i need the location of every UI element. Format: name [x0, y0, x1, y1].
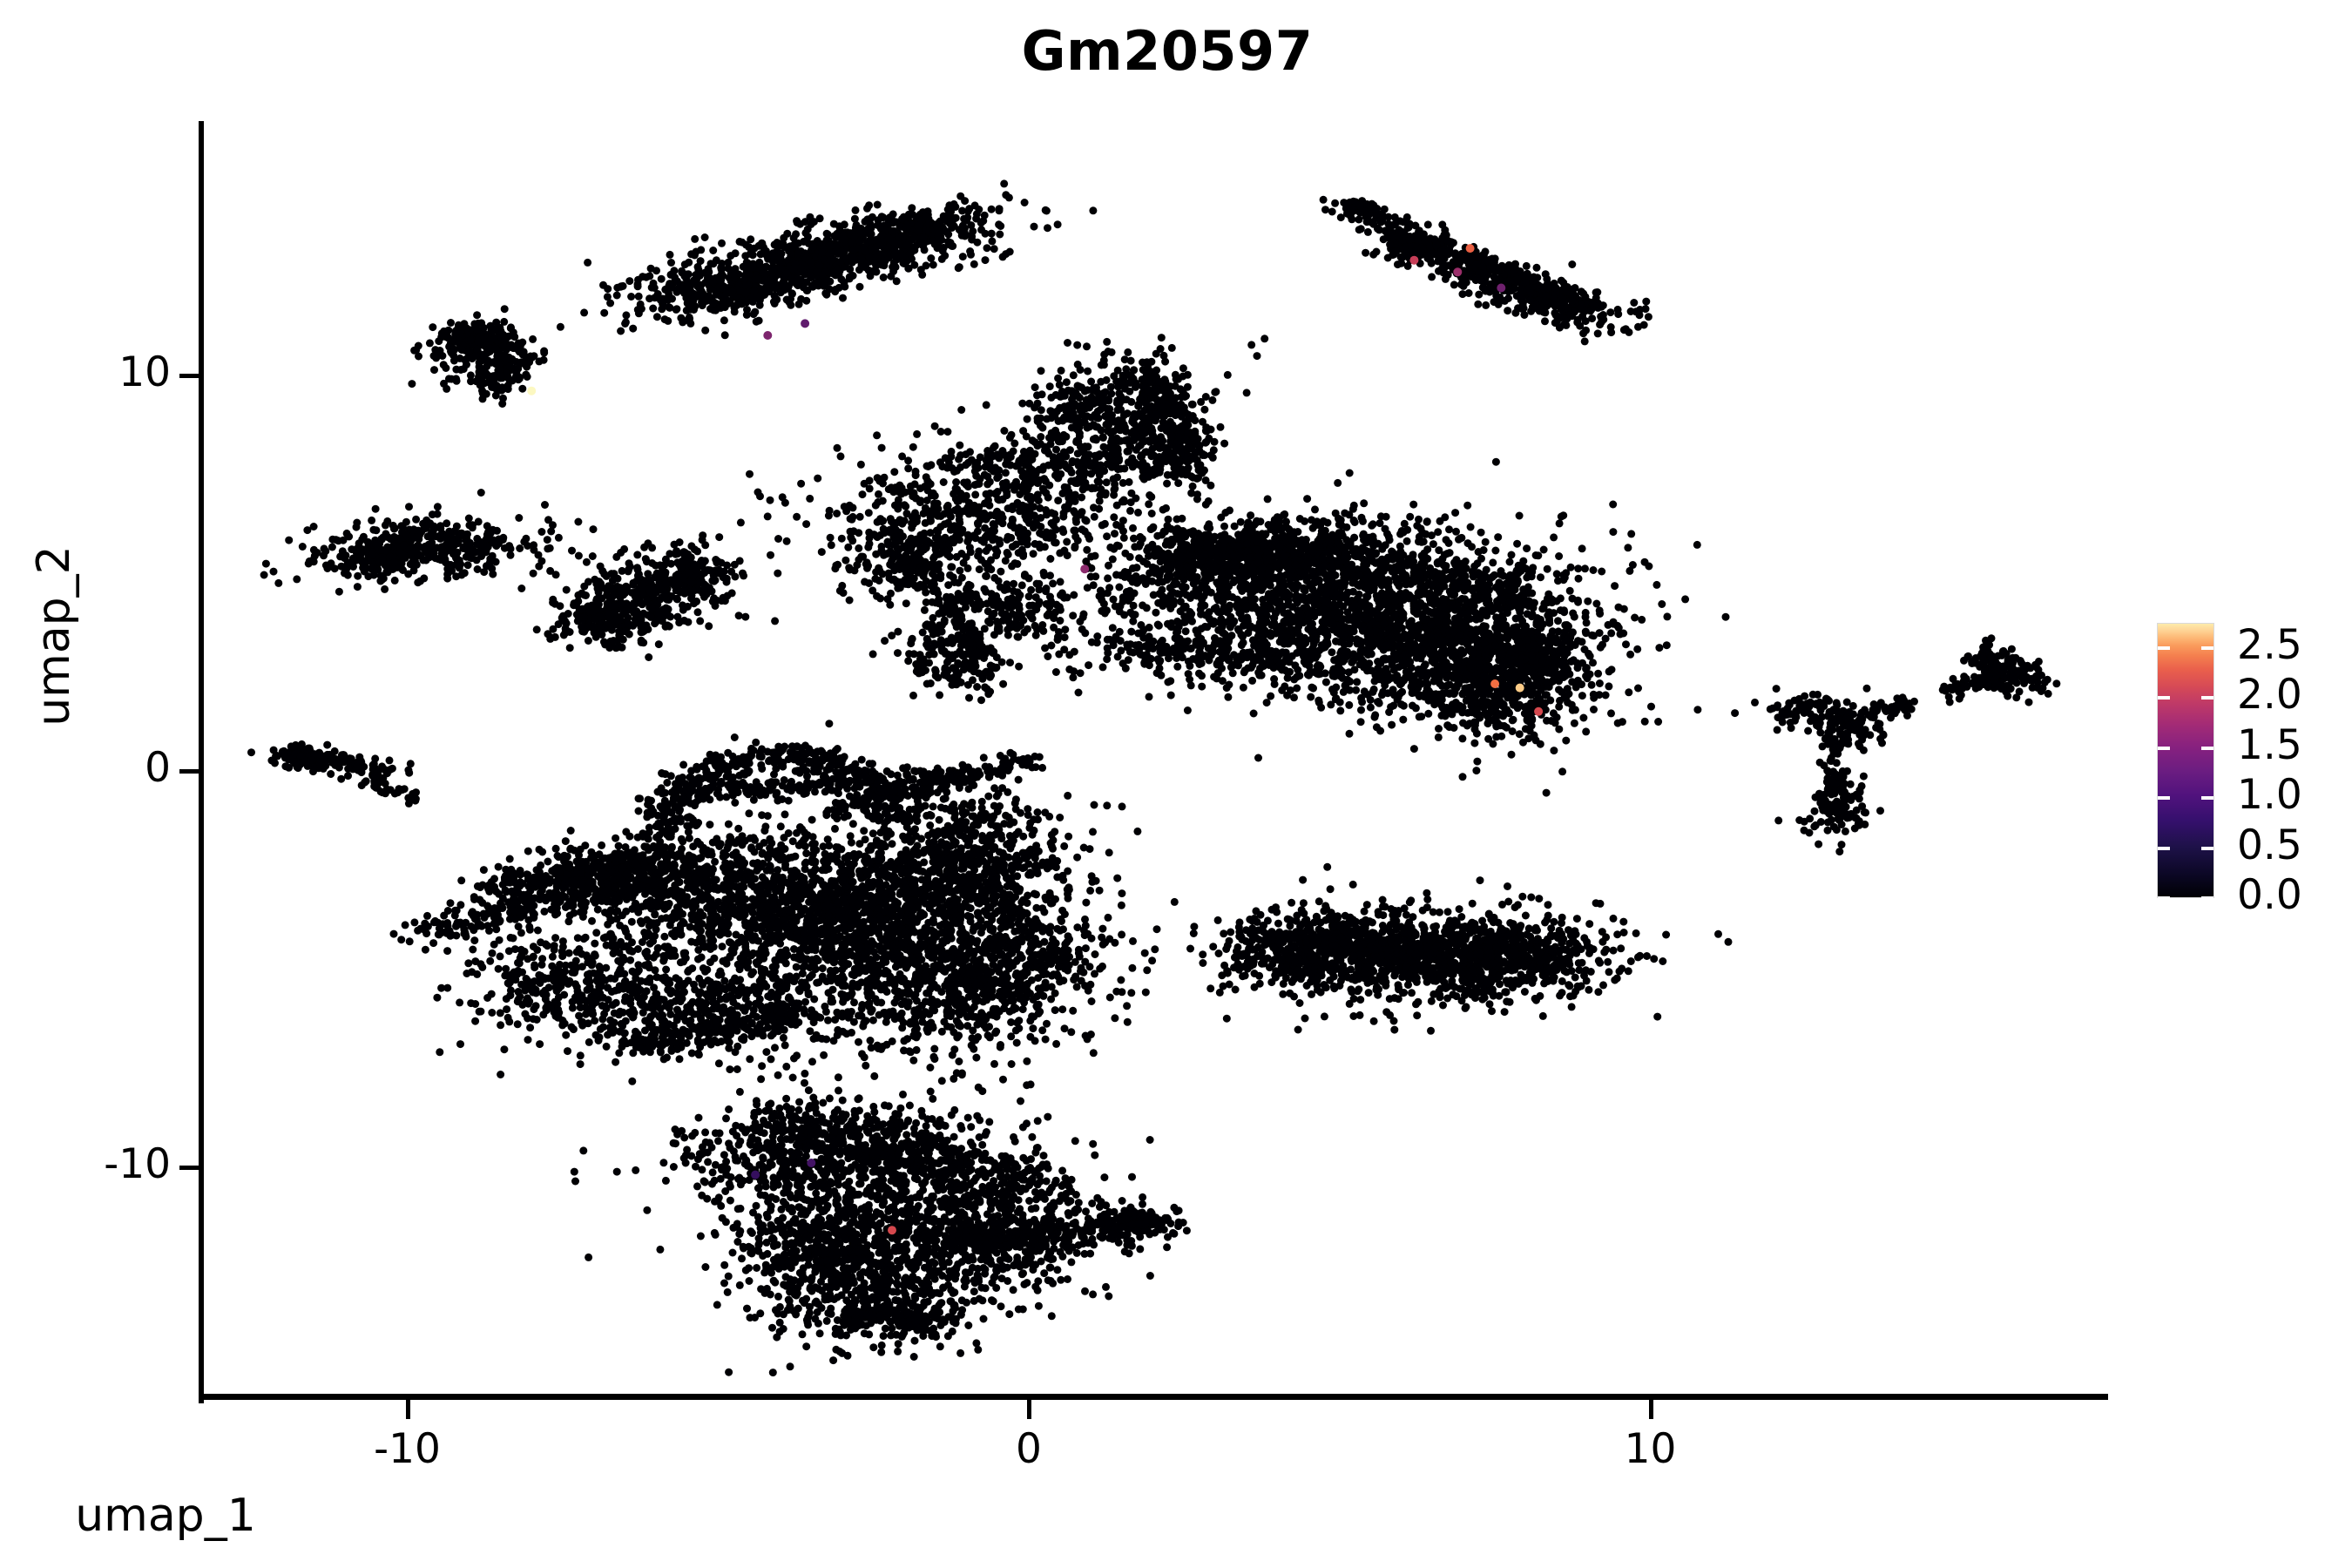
- colorbar-tick-mark: [2201, 645, 2213, 650]
- page-title: Gm20597: [0, 19, 2343, 83]
- scatter-point-expressing: [1490, 679, 1500, 688]
- y-tick-mark: [179, 373, 199, 378]
- colorbar-tick-mark: [2158, 645, 2170, 650]
- y-tick-mark: [179, 1165, 199, 1170]
- scatter-point-expressing: [1409, 255, 1419, 265]
- x-tick-mark: [405, 1400, 410, 1419]
- scatter-point-expressing: [807, 1159, 816, 1167]
- colorbar-tick-label: 2.5: [2237, 621, 2302, 669]
- colorbar-tick-label: 0.5: [2237, 821, 2302, 869]
- scatter-point-expressing: [1497, 283, 1506, 293]
- x-axis-label: umap_1: [0, 1490, 1342, 1542]
- scatter-point-expressing: [1080, 564, 1090, 574]
- scatter-point-expressing: [888, 1226, 896, 1235]
- colorbar-tick-mark: [2158, 696, 2170, 700]
- colorbar-tick-mark: [2201, 796, 2213, 801]
- scatter-point-expressing: [1534, 706, 1544, 716]
- scatter-point-expressing: [751, 1170, 760, 1179]
- colorbar-tick-mark: [2158, 746, 2170, 750]
- x-tick-mark: [1027, 1400, 1031, 1419]
- colorbar-tick-label: 0.0: [2237, 871, 2302, 919]
- colorbar: [2157, 623, 2214, 898]
- colorbar-tick-mark: [2158, 846, 2170, 850]
- scatter-point-expressing: [1453, 267, 1463, 277]
- colorbar-tick-label: 1.0: [2237, 771, 2302, 819]
- y-tick-label: 0: [0, 744, 171, 792]
- y-axis-label: umap_2: [28, 375, 80, 897]
- colorbar-tick-label: 2.0: [2237, 671, 2302, 719]
- y-axis-spine: [199, 121, 204, 1403]
- colorbar-gradient: [2157, 623, 2214, 898]
- x-tick-label: 10: [1564, 1425, 1738, 1473]
- y-tick-mark: [179, 769, 199, 774]
- x-tick-label: 0: [942, 1425, 1116, 1473]
- y-tick-label: 10: [0, 348, 171, 396]
- scatter-point-expressing: [801, 319, 810, 328]
- colorbar-tick-mark: [2201, 746, 2213, 750]
- x-tick-mark: [1648, 1400, 1653, 1419]
- colorbar-tick-mark: [2201, 696, 2213, 700]
- x-tick-label: -10: [321, 1425, 495, 1473]
- colorbar-tick-mark: [2201, 846, 2213, 850]
- scatter-point-expressing: [1515, 683, 1524, 693]
- scatter-point-expressing: [763, 331, 773, 340]
- colorbar-tick-label: 1.5: [2237, 721, 2302, 769]
- colorbar-tick-mark: [2158, 796, 2170, 801]
- x-axis-spine: [199, 1394, 2108, 1400]
- colorbar-tick-mark: [2201, 896, 2213, 900]
- scatter-point-expressing: [527, 386, 537, 395]
- y-tick-label: -10: [0, 1140, 171, 1188]
- colorbar-tick-mark: [2158, 896, 2170, 900]
- scatter-point-expressing: [1465, 244, 1475, 253]
